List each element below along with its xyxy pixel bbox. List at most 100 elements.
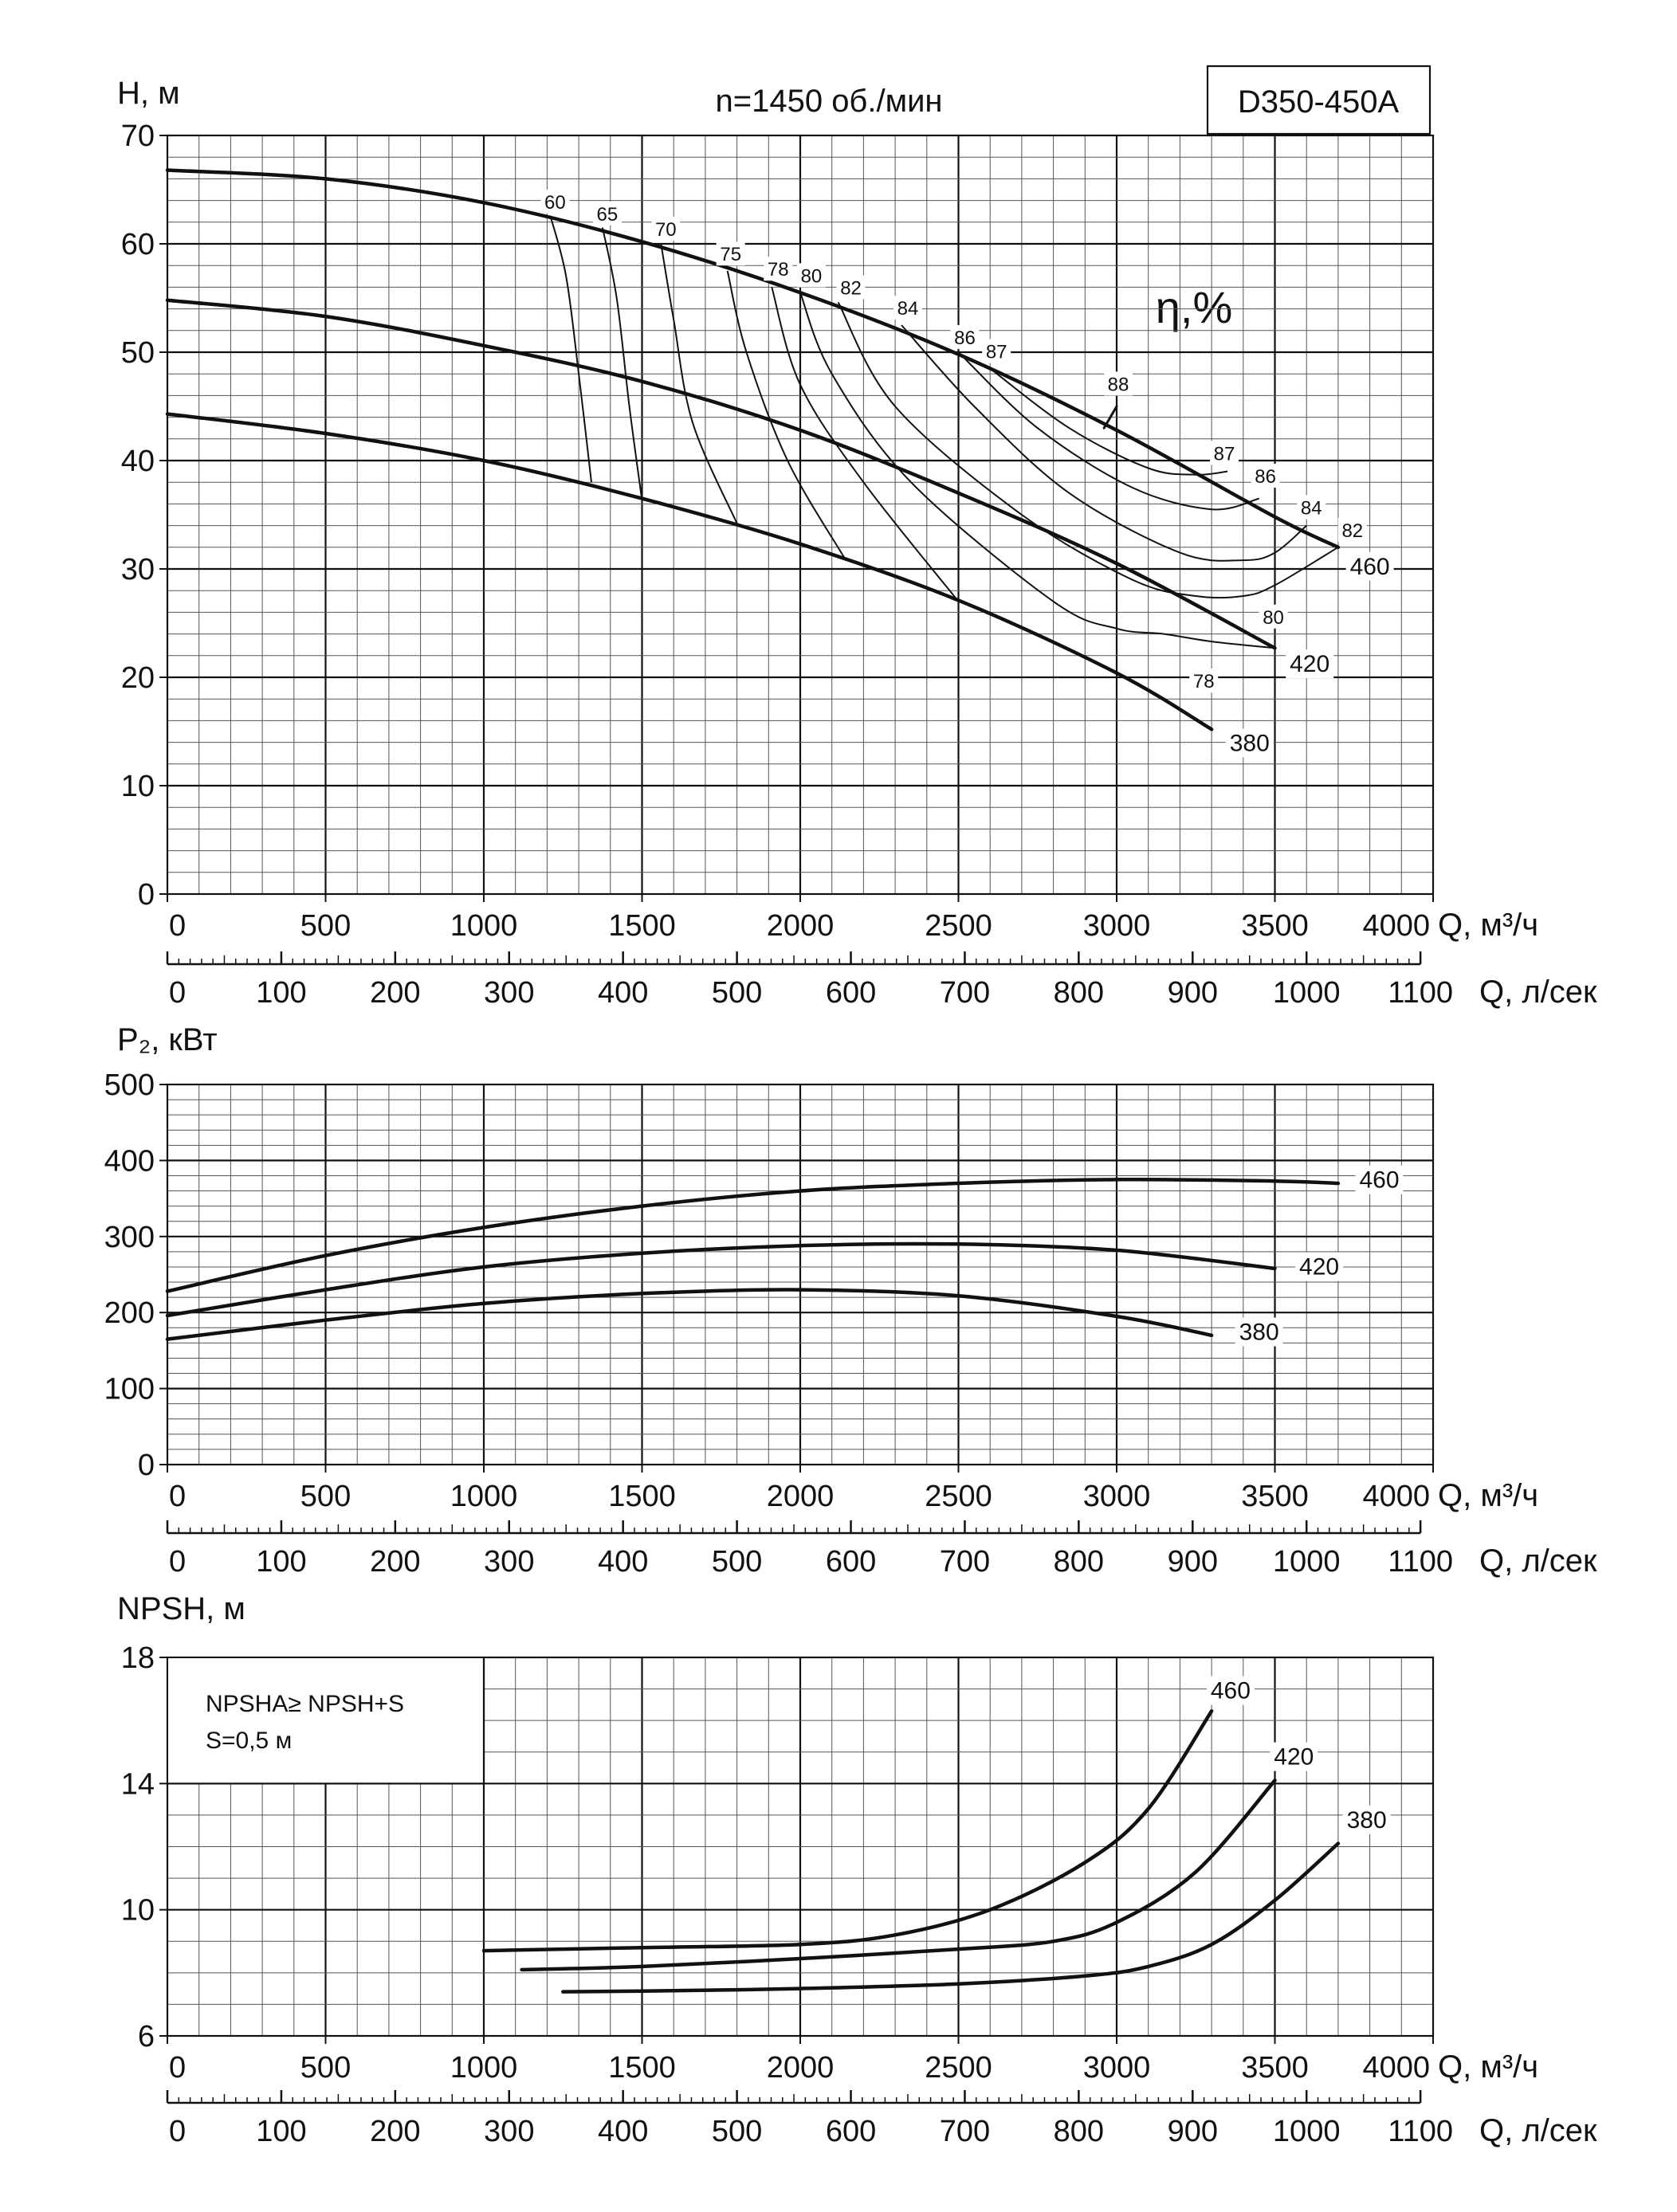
efficiency-value-label: 65: [597, 204, 619, 226]
head-secondary-tick-label: 100: [256, 976, 306, 1010]
npsh-x-tick-label: 4000: [1362, 2051, 1430, 2085]
efficiency-value-label: 86: [954, 327, 976, 349]
head-x-tick-label: 3000: [1083, 909, 1151, 943]
power-curve-label-380: 380: [1239, 1320, 1279, 1346]
efficiency-value-label: 86: [1255, 466, 1276, 488]
power-y-tick-label: 500: [104, 1069, 155, 1102]
power-secondary-tick-label: 0: [169, 1545, 186, 1579]
efficiency-value-label: 88: [1108, 374, 1129, 395]
power-x-tick-label: 3000: [1083, 1480, 1151, 1513]
efficiency-curve-60: [549, 215, 592, 483]
head-secondary-tick-label: 300: [484, 976, 534, 1010]
npsh-secondary-tick-label: 500: [712, 2115, 762, 2148]
head-secondary-tick-label: 900: [1168, 976, 1218, 1010]
efficiency-label-bg: [716, 241, 745, 266]
power-secondary-tick-label: 1100: [1388, 1545, 1453, 1579]
npsh-secondary-tick-label: 1000: [1273, 2115, 1341, 2148]
efficiency-label-bg: [1104, 371, 1133, 396]
power-secondary-tick-label: 300: [484, 1545, 534, 1579]
head-curve-label-460: 460: [1350, 554, 1390, 580]
power-secondary-tick-label: 900: [1168, 1545, 1218, 1579]
head-curve-label-420: 420: [1290, 651, 1329, 677]
npsh-secondary-tick-label: 1100: [1388, 2115, 1453, 2148]
head-y-tick-label: 60: [121, 228, 155, 261]
head-x-tick-label: 4000: [1362, 909, 1430, 943]
power-secondary-tick-label: 1000: [1273, 1545, 1341, 1579]
efficiency-label-bg: [950, 324, 980, 349]
grid-layer: [159, 134, 1435, 2104]
efficiency-value-label: 84: [1301, 497, 1322, 519]
power-secondary-tick-label: 800: [1054, 1545, 1104, 1579]
efficiency-label: η,%: [1156, 282, 1233, 332]
efficiency-value-label: 78: [1193, 671, 1215, 692]
efficiency-label-bg: [1251, 464, 1280, 488]
power-curve-label-460: 460: [1359, 1167, 1399, 1194]
power-x-tick-label: 2000: [767, 1480, 835, 1513]
efficiency-value-label: 75: [720, 244, 741, 265]
head-x-tick-label: 500: [300, 909, 351, 943]
curves-layer: [165, 168, 1341, 1994]
power-curve-380: [165, 1288, 1214, 1341]
model-box: [1206, 65, 1432, 135]
efficiency-label-bg: [982, 339, 1011, 363]
npsh-note-line: S=0,5 м: [206, 1728, 292, 1754]
power-curve-label-bg: [1355, 1165, 1404, 1194]
power-secondary-tick-label: 500: [712, 1545, 762, 1579]
efficiency-curve-70: [660, 243, 738, 524]
power-y-tick-label: 200: [104, 1296, 155, 1330]
efficiency-value-label: 60: [544, 192, 566, 214]
head-y-tick-label: 0: [138, 878, 155, 912]
npsh-x-tick-label: 2000: [767, 2051, 835, 2085]
npsh-curve-label-bg: [1342, 1805, 1391, 1834]
head-x-tick-label: 0: [169, 909, 186, 943]
npsh-curve-460: [481, 1709, 1214, 1953]
power-x-title: Q, м³/ч: [1438, 1478, 1538, 1513]
head-secondary-tick-label: 500: [712, 976, 762, 1010]
head-y-tick-label: 50: [121, 336, 155, 370]
npsh-curve-420: [520, 1779, 1277, 1972]
power-curve-420: [165, 1241, 1277, 1318]
head-y-tick-label: 40: [121, 445, 155, 478]
npsh-note-box: [168, 1658, 484, 1784]
power-curve-label-bg: [1235, 1317, 1283, 1347]
head-x-tick-label: 2000: [767, 909, 835, 943]
power-secondary-tick-label: 200: [370, 1545, 420, 1579]
head-secondary-tick-label: 200: [370, 976, 420, 1010]
efficiency-label-bg: [592, 201, 622, 226]
npsh-secondary-tick-label: 700: [940, 2115, 990, 2148]
npsh-note-line: NPSHA≥ NPSH+S: [206, 1691, 404, 1717]
head-curve-420: [165, 298, 1277, 650]
npsh-secondary-tick-label: 600: [826, 2115, 876, 2148]
npsh-y-tick-label: 6: [138, 2020, 155, 2053]
power-x-tick-label: 0: [169, 1480, 186, 1513]
efficiency-value-label: 78: [768, 259, 789, 280]
npsh-x-tick-label: 0: [169, 2051, 186, 2085]
npsh-curve-label-bg: [1206, 1676, 1255, 1705]
npsh-curve-label-420: 420: [1274, 1744, 1314, 1771]
npsh-x-tick-label: 3000: [1083, 2051, 1151, 2085]
npsh-x-tick-label: 500: [300, 2051, 351, 2085]
power-x-tick-label: 2500: [925, 1480, 992, 1513]
power-secondary-tick-label: 700: [940, 1545, 990, 1579]
power-x-tick-label: 3500: [1241, 1480, 1309, 1513]
npsh-curve-label-bg: [1270, 1742, 1318, 1771]
power-secondary-tick-label: 100: [256, 1545, 306, 1579]
power-curve-label-420: 420: [1299, 1254, 1339, 1281]
efficiency-curve-80: [799, 292, 1275, 649]
npsh-y-tick-label: 18: [121, 1641, 155, 1675]
efficiency-label-bg: [836, 275, 866, 300]
head-x-title: Q, м³/ч: [1438, 908, 1538, 943]
efficiency-curve-86: [957, 351, 1259, 511]
efficiency-value-label: 87: [986, 342, 1007, 363]
npsh-x-tick-label: 1500: [608, 2051, 676, 2085]
head-secondary-tick-label: 800: [1054, 976, 1104, 1010]
head-secondary-tick-label: 1000: [1273, 976, 1341, 1010]
efficiency-label-bg: [1189, 669, 1219, 693]
npsh-curve-380: [561, 1841, 1341, 1994]
head-y-tick-label: 20: [121, 661, 155, 695]
efficiency-label-bg: [1337, 518, 1367, 542]
npsh-secondary-tick-label: 400: [598, 2115, 648, 2148]
efficiency-label-bg: [651, 216, 681, 241]
efficiency-value-label: 87: [1214, 443, 1235, 465]
